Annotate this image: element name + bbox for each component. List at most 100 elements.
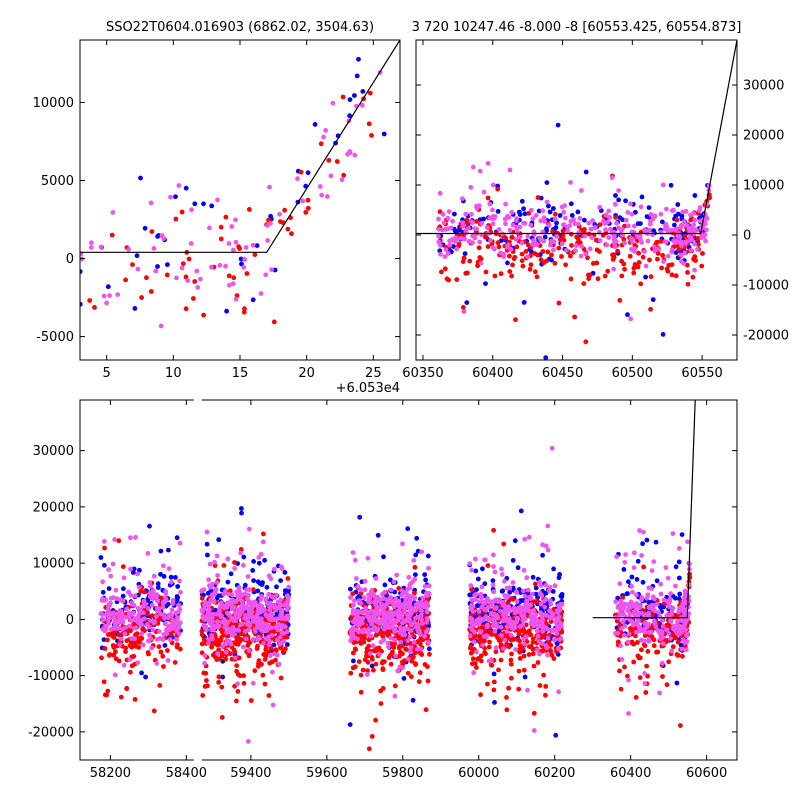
data-point-red xyxy=(106,632,111,637)
data-point-red xyxy=(707,195,712,201)
data-point-magenta xyxy=(663,565,669,570)
data-point-red xyxy=(380,686,386,691)
data-point-red xyxy=(643,690,649,695)
data-point-blue xyxy=(522,211,528,217)
data-point-red xyxy=(223,656,229,662)
data-point-red xyxy=(139,295,145,300)
data-point-magenta xyxy=(480,642,485,648)
data-point-red xyxy=(556,245,562,251)
data-point-magenta xyxy=(397,664,403,670)
data-point-red xyxy=(248,698,254,703)
data-point-blue xyxy=(256,560,262,566)
data-point-red xyxy=(380,666,386,672)
data-point-blue xyxy=(259,582,265,587)
data-point-red xyxy=(485,195,491,201)
data-point-magenta xyxy=(478,260,484,266)
data-point-blue xyxy=(274,584,279,590)
data-point-red xyxy=(577,240,583,246)
data-point-magenta xyxy=(319,192,325,198)
data-point-blue xyxy=(500,588,506,594)
data-point-magenta xyxy=(632,609,637,615)
data-point-magenta xyxy=(274,637,280,643)
data-point-magenta xyxy=(352,152,358,158)
data-point-magenta xyxy=(219,613,224,619)
data-point-magenta xyxy=(378,601,384,607)
data-point-magenta xyxy=(524,575,530,581)
data-point-magenta xyxy=(149,602,155,608)
data-point-magenta xyxy=(250,618,256,623)
data-point-red xyxy=(581,281,587,286)
data-point-red xyxy=(350,591,356,597)
data-point-magenta xyxy=(269,594,275,600)
data-point-magenta xyxy=(148,584,153,589)
data-point-red xyxy=(373,717,378,723)
data-point-magenta xyxy=(169,579,174,585)
data-point-magenta xyxy=(544,199,550,205)
data-point-blue xyxy=(155,264,160,269)
data-point-magenta xyxy=(525,234,531,239)
data-point-red xyxy=(237,673,243,679)
data-point-magenta xyxy=(395,668,401,674)
data-point-magenta xyxy=(493,621,499,627)
data-point-red xyxy=(478,636,483,641)
data-point-red xyxy=(460,305,466,310)
data-point-magenta xyxy=(258,291,264,296)
data-point-red xyxy=(510,262,515,268)
data-point-magenta xyxy=(270,669,275,675)
data-point-magenta xyxy=(660,641,666,647)
data-point-magenta xyxy=(704,216,710,221)
data-point-magenta xyxy=(242,257,248,262)
data-point-magenta xyxy=(536,639,542,644)
data-point-magenta xyxy=(629,583,634,589)
data-point-magenta xyxy=(597,238,603,243)
data-point-red xyxy=(470,648,476,654)
data-point-red xyxy=(617,668,622,674)
data-point-magenta xyxy=(117,642,123,647)
data-point-magenta xyxy=(394,572,400,578)
data-point-blue xyxy=(510,558,516,563)
data-point-blue xyxy=(640,541,645,547)
data-point-red xyxy=(666,262,672,268)
data-point-magenta xyxy=(488,599,493,604)
data-point-magenta xyxy=(235,593,240,599)
data-point-magenta xyxy=(692,217,698,223)
data-point-magenta xyxy=(679,239,685,245)
data-point-magenta xyxy=(549,238,554,244)
data-point-magenta xyxy=(127,623,133,629)
data-point-red xyxy=(104,692,109,698)
data-point-magenta xyxy=(275,605,281,611)
data-point-magenta xyxy=(321,134,326,140)
data-point-magenta xyxy=(153,268,159,274)
data-point-red xyxy=(132,697,138,702)
data-point-magenta xyxy=(576,230,582,235)
data-point-magenta xyxy=(98,244,104,250)
data-point-red xyxy=(348,670,354,676)
data-point-magenta xyxy=(426,583,432,589)
data-point-magenta xyxy=(665,575,671,581)
x-tick-label: 59600 xyxy=(306,766,347,781)
data-point-blue xyxy=(629,574,635,580)
data-point-magenta xyxy=(676,609,681,615)
data-point-red xyxy=(262,681,268,687)
data-point-blue xyxy=(569,213,575,218)
data-point-magenta xyxy=(621,632,627,638)
data-point-red xyxy=(269,659,275,665)
data-point-magenta xyxy=(673,227,679,232)
data-point-magenta xyxy=(472,556,478,562)
data-point-red xyxy=(700,251,705,256)
data-point-red xyxy=(519,251,525,257)
data-point-magenta xyxy=(508,246,514,252)
data-point-red xyxy=(560,233,566,239)
data-point-red xyxy=(549,252,554,258)
data-point-magenta xyxy=(403,599,408,605)
data-point-magenta xyxy=(149,645,155,651)
data-point-blue xyxy=(554,641,560,647)
data-point-magenta xyxy=(387,625,393,630)
data-point-magenta xyxy=(229,602,235,608)
data-point-magenta xyxy=(535,633,541,639)
data-point-red xyxy=(165,648,170,653)
data-point-red xyxy=(218,638,224,644)
data-point-magenta xyxy=(615,605,621,610)
data-point-red xyxy=(221,563,227,568)
